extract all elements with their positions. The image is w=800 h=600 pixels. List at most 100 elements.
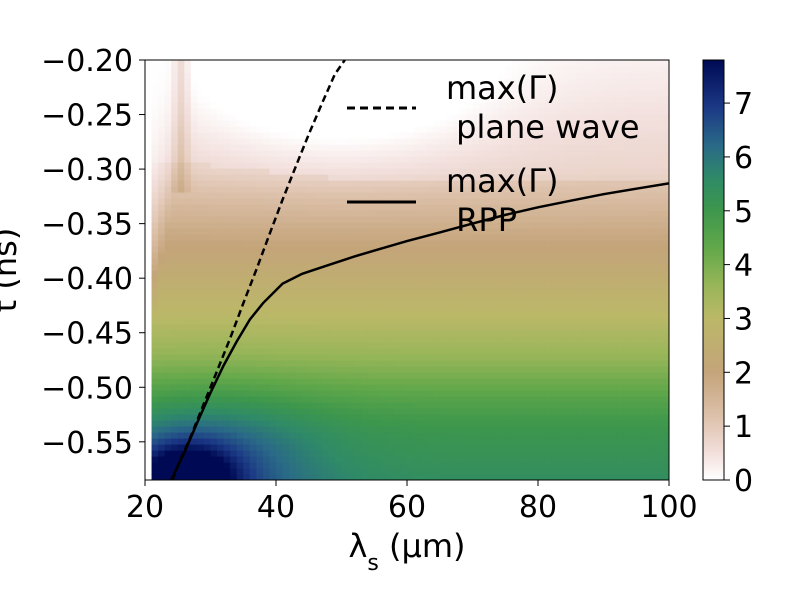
- heatmap-cell: [256, 396, 264, 403]
- heatmap-cell: [446, 276, 454, 283]
- heatmap-cell: [387, 294, 395, 301]
- heatmap-cell: [230, 102, 238, 109]
- heatmap-cell: [439, 378, 447, 385]
- heatmap-cell: [446, 270, 454, 277]
- heatmap-cell: [243, 414, 251, 421]
- heatmap-cell: [289, 60, 297, 67]
- heatmap-cell: [603, 174, 611, 181]
- heatmap-cell: [367, 222, 375, 229]
- heatmap-cell: [577, 102, 585, 109]
- heatmap-cell: [203, 420, 212, 427]
- heatmap-cell: [393, 84, 402, 91]
- heatmap-cell: [151, 456, 159, 463]
- heatmap-cell: [308, 270, 316, 277]
- heatmap-cell: [328, 474, 336, 480]
- heatmap-cell: [223, 384, 231, 391]
- heatmap-cell: [164, 396, 172, 403]
- heatmap-cell: [354, 96, 362, 103]
- heatmap-cell: [302, 438, 310, 445]
- heatmap-cell: [308, 318, 316, 325]
- heatmap-cell: [387, 384, 395, 391]
- heatmap-cell: [407, 168, 415, 175]
- heatmap-cell: [570, 366, 578, 373]
- heatmap-cell: [465, 372, 474, 379]
- heatmap-cell: [452, 132, 460, 139]
- heatmap-cell: [348, 276, 356, 283]
- heatmap-cell: [164, 174, 172, 181]
- heatmap-cell: [210, 306, 218, 313]
- heatmap-cell: [380, 336, 388, 343]
- heatmap-cell: [190, 192, 198, 199]
- heatmap-cell: [295, 444, 303, 451]
- heatmap-cell: [328, 468, 336, 475]
- heatmap-cell: [289, 120, 297, 127]
- heatmap-cell: [538, 234, 546, 241]
- heatmap-cell: [151, 192, 159, 199]
- heatmap-cell: [184, 348, 192, 355]
- heatmap-cell: [361, 438, 369, 445]
- heatmap-cell: [531, 432, 539, 439]
- heatmap-cell: [544, 120, 552, 127]
- heatmap-cell: [308, 264, 316, 271]
- heatmap-cell: [551, 204, 559, 211]
- heatmap-cell: [230, 384, 238, 391]
- heatmap-cell: [531, 456, 539, 463]
- heatmap-cell: [459, 330, 467, 337]
- heatmap-cell: [151, 162, 159, 169]
- heatmap-cell: [256, 354, 264, 361]
- heatmap-cell: [217, 426, 225, 433]
- heatmap-cell: [302, 216, 310, 223]
- heatmap-cell: [596, 450, 605, 457]
- heatmap-cell: [420, 264, 428, 271]
- heatmap-cell: [413, 162, 421, 169]
- heatmap-cell: [354, 336, 362, 343]
- heatmap-cell: [282, 222, 290, 229]
- heatmap-cell: [511, 78, 519, 85]
- heatmap-cell: [511, 390, 519, 397]
- heatmap-cell: [210, 186, 218, 193]
- heatmap-cell: [492, 318, 500, 325]
- heatmap-cell: [446, 456, 454, 463]
- heatmap-cell: [190, 162, 198, 169]
- heatmap-cell: [203, 156, 212, 163]
- heatmap-cell: [282, 114, 290, 121]
- heatmap-cell: [393, 210, 402, 217]
- heatmap-cell: [439, 222, 447, 229]
- heatmap-cell: [203, 342, 212, 349]
- heatmap-cell: [348, 294, 356, 301]
- heatmap-cell: [256, 72, 264, 79]
- heatmap-cell: [217, 96, 225, 103]
- heatmap-cell: [596, 258, 605, 265]
- heatmap-cell: [551, 66, 559, 73]
- heatmap-cell: [289, 66, 297, 73]
- heatmap-cell: [518, 288, 526, 295]
- heatmap-cell: [518, 132, 526, 139]
- heatmap-cell: [334, 438, 343, 445]
- heatmap-cell: [295, 210, 303, 217]
- heatmap-cell: [400, 258, 408, 265]
- heatmap-cell: [452, 372, 460, 379]
- heatmap-cell: [577, 192, 585, 199]
- heatmap-cell: [282, 246, 290, 253]
- heatmap-cell: [184, 204, 192, 211]
- heatmap-cell: [223, 402, 231, 409]
- heatmap-cell: [341, 390, 349, 397]
- heatmap-cell: [361, 126, 369, 133]
- heatmap-cell: [367, 270, 375, 277]
- heatmap-cell: [485, 168, 493, 175]
- heatmap-cell: [446, 240, 454, 247]
- heatmap-cell: [426, 78, 434, 85]
- heatmap-cell: [551, 132, 559, 139]
- heatmap-cell: [177, 84, 185, 91]
- heatmap-cell: [289, 402, 297, 409]
- heatmap-cell: [348, 420, 356, 427]
- heatmap-cell: [282, 312, 290, 319]
- heatmap-cell: [289, 264, 297, 271]
- heatmap-cell: [505, 474, 513, 480]
- heatmap-cell: [446, 312, 454, 319]
- heatmap-cell: [551, 186, 559, 193]
- heatmap-cell: [511, 288, 519, 295]
- heatmap-cell: [570, 216, 578, 223]
- heatmap-cell: [420, 180, 428, 187]
- heatmap-cell: [164, 216, 172, 223]
